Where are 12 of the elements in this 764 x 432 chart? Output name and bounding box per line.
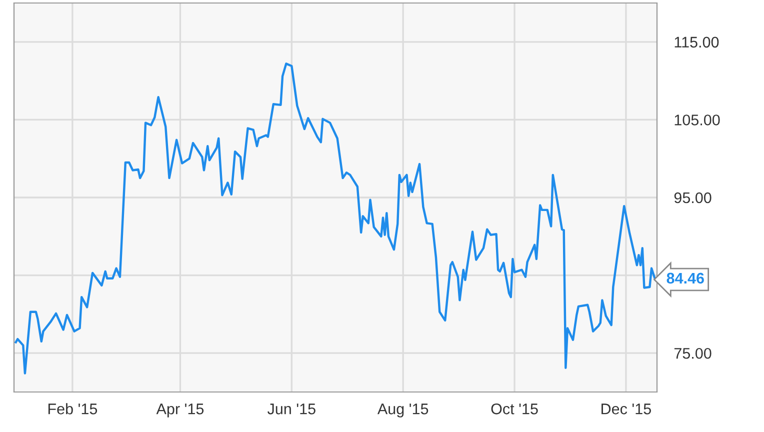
x-tick-label: Apr '15 — [156, 404, 204, 418]
line-series — [14, 62, 656, 374]
x-tick-label: Oct '15 — [491, 404, 538, 414]
x-tick-label: Feb '15 — [48, 403, 98, 414]
x-tick-label: Jun '15 — [268, 404, 316, 414]
y-tick-label: 95.00 — [674, 192, 712, 204]
y-tick-label: 105.00 — [674, 114, 720, 126]
y-tick-label: 75.00 — [674, 348, 712, 359]
annotation: 84.46 — [666, 272, 704, 284]
x-tick-label: Dec '15 — [602, 404, 651, 414]
y-tick-label: 115.00 — [674, 36, 719, 48]
x-tick-label: Aug '15 — [377, 404, 428, 418]
